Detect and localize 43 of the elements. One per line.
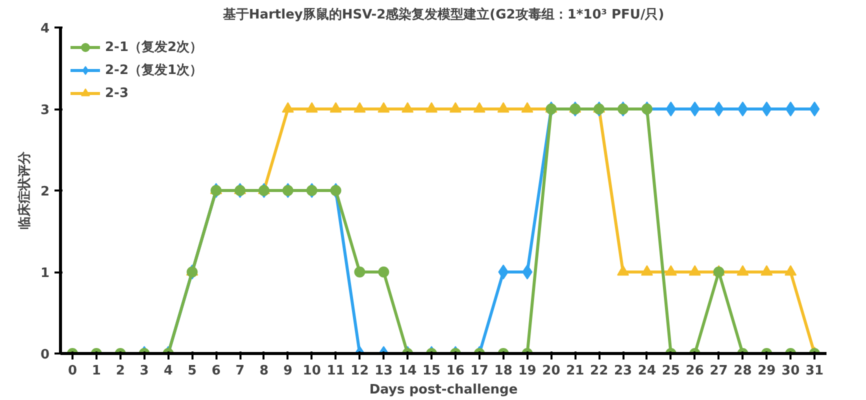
- x-tick-label: 17: [470, 364, 488, 378]
- legend-label: 2-2（复发1次）: [105, 62, 203, 79]
- x-tick-label: 1: [92, 364, 101, 378]
- legend-label: 2-3: [105, 86, 128, 100]
- legend-label: 2-1（复发2次）: [105, 39, 203, 56]
- x-tick-label: 3: [140, 364, 149, 378]
- x-tick-label: 18: [494, 364, 512, 378]
- x-tick-label: 0: [68, 364, 77, 378]
- y-tick-label: 2: [40, 184, 50, 200]
- x-tick-label: 25: [662, 364, 680, 378]
- y-tick-label: 0: [40, 348, 50, 362]
- x-tick-label: 19: [518, 364, 536, 378]
- chart-title: 基于Hartley豚鼠的HSV-2感染复发模型建立(G2攻毒组：1*10³ PFU/只): [222, 6, 664, 22]
- x-tick-label: 23: [614, 364, 632, 378]
- x-tick-label: 12: [350, 364, 369, 378]
- x-tick-label: 15: [422, 364, 441, 378]
- x-tick-label: 22: [590, 364, 608, 378]
- y-tick-label: 3: [40, 103, 50, 118]
- x-tick-label: 8: [259, 364, 268, 378]
- y-axis-title: 临床症状评分: [16, 150, 32, 230]
- x-tick-label: 29: [758, 364, 776, 378]
- y-tick-label: 1: [40, 266, 50, 281]
- x-tick-label: 2: [116, 364, 125, 378]
- x-tick-label: 21: [566, 364, 584, 378]
- x-tick-label: 30: [782, 364, 800, 378]
- x-tick-label: 24: [638, 364, 656, 378]
- x-tick-label: 7: [236, 364, 245, 378]
- x-tick-label: 28: [734, 364, 752, 378]
- x-tick-label: 31: [805, 364, 824, 378]
- x-tick-label: 9: [283, 364, 292, 378]
- y-tick-label: 4: [40, 22, 50, 36]
- x-tick-label: 5: [188, 364, 197, 378]
- x-axis-title: Days post-challenge: [369, 382, 518, 398]
- x-tick-label: 10: [302, 364, 321, 378]
- x-tick-label: 20: [542, 364, 560, 378]
- x-tick-label: 6: [212, 364, 221, 378]
- x-tick-label: 4: [164, 364, 173, 378]
- x-tick-label: 11: [326, 364, 345, 378]
- x-tick-label: 16: [446, 364, 465, 378]
- x-tick-label: 26: [686, 364, 704, 378]
- x-tick-label: 13: [374, 364, 393, 378]
- x-tick-label: 14: [398, 364, 417, 378]
- x-tick-label: 27: [710, 364, 728, 378]
